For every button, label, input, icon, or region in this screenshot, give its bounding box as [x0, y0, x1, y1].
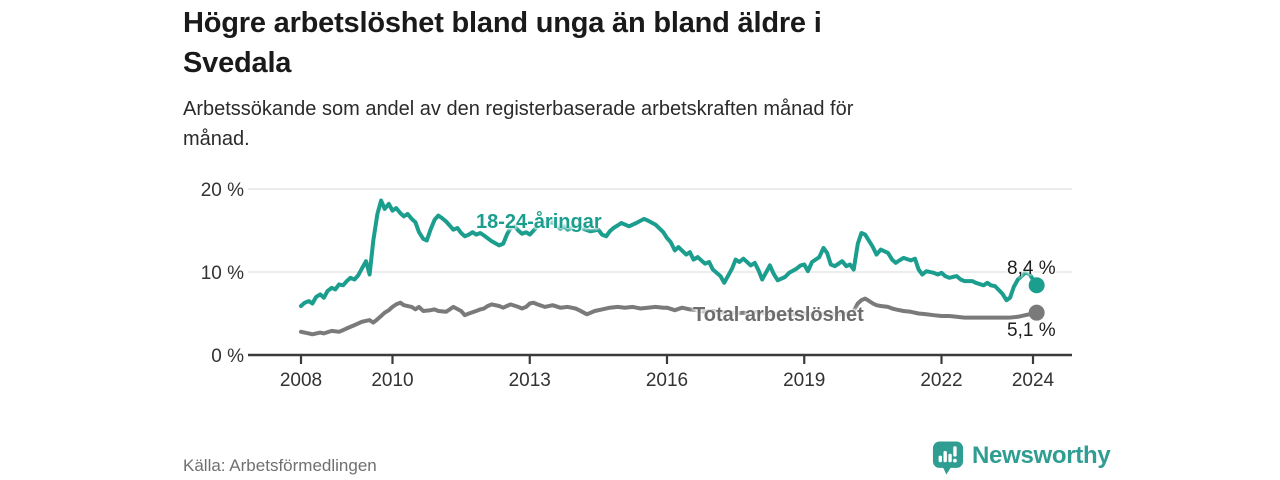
x-axis-tick-label: 2022: [920, 370, 962, 391]
end-value-label-total: 5,1 %: [1007, 320, 1056, 341]
x-axis-tick-label: 2013: [509, 370, 551, 391]
series-line-young: [299, 198, 1039, 308]
brand-name: Newsworthy: [972, 441, 1111, 469]
page-title-line-2: Svedala: [183, 47, 292, 79]
newsworthy-logo: Newsworthy: [932, 440, 1111, 477]
x-axis-tick-label: 2008: [280, 370, 322, 391]
page-title-line-1: Högre arbetslöshet bland unga än bland ä…: [183, 7, 822, 39]
chart-subtitle-line-2: månad.: [183, 128, 250, 150]
x-axis-tick-label: 2019: [783, 370, 825, 391]
source-note: Källa: Arbetsförmedlingen: [183, 456, 377, 475]
x-axis-tick-label: 2016: [646, 370, 688, 391]
page-title: Högre arbetslöshet bland unga än bland ä…: [183, 3, 1033, 83]
series-label-young: 18-24-åringar: [476, 211, 602, 233]
series-end-dot-young: [1028, 277, 1045, 294]
series-label-total: Total arbetslöshet: [693, 304, 864, 326]
newsworthy-bubble-chart-icon: [932, 441, 964, 475]
y-axis-tick-label: 0 %: [211, 346, 244, 367]
series-end-dot-total: [1028, 304, 1045, 321]
chart-subtitle: Arbetssökande som andel av den registerb…: [183, 94, 1023, 154]
chart-subtitle-line-1: Arbetssökande som andel av den registerb…: [183, 98, 854, 120]
y-axis-tick-label: 10 %: [201, 263, 244, 284]
series-line-total: [299, 296, 1039, 337]
end-value-label-young: 8,4 %: [1007, 258, 1056, 279]
x-axis-tick-label: 2010: [371, 370, 413, 391]
y-axis-tick-label: 20 %: [201, 180, 244, 201]
x-axis-tick-label: 2024: [1012, 370, 1055, 391]
